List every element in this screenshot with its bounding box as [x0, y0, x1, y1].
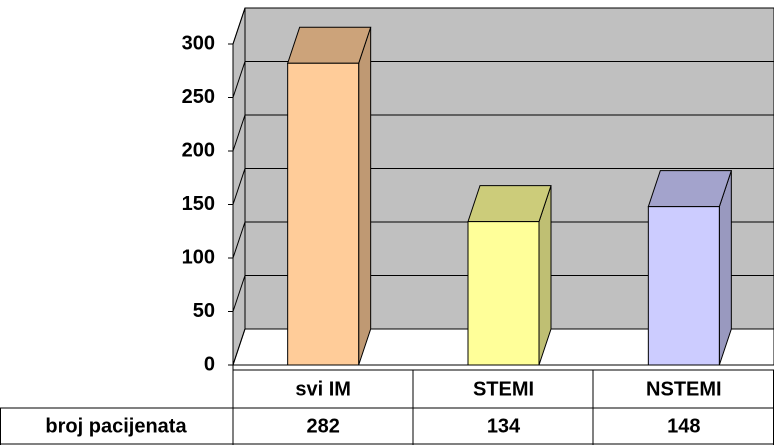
value-label: 134 — [487, 415, 521, 437]
series-name: broj pacijenata — [45, 415, 187, 437]
grid-line — [232, 7, 774, 45]
bar-top — [647, 170, 733, 208]
data-table: broj pacijenata svi IM 282 STEMI 134 NSTEMI 1… — [0, 365, 774, 445]
grid-line — [232, 61, 774, 98]
bar-front — [647, 206, 720, 366]
bar — [647, 170, 733, 366]
y-tick-label: 250 — [182, 86, 215, 108]
grid-line — [232, 168, 774, 205]
y-tick-label: 0 — [204, 353, 215, 375]
bars — [286, 26, 733, 366]
bar — [467, 185, 552, 366]
bar-top — [286, 26, 372, 64]
y-tick-label: 150 — [182, 193, 215, 215]
bar — [286, 26, 372, 366]
bar-side — [358, 27, 372, 366]
bar-front — [467, 221, 540, 366]
bar-front — [287, 62, 360, 366]
grid-line — [232, 114, 774, 152]
grid-line — [232, 328, 774, 366]
grid — [228, 7, 774, 366]
grid-line — [232, 275, 774, 312]
value-label: 148 — [667, 415, 700, 437]
category-label: STEMI — [473, 378, 534, 400]
value-label: 282 — [306, 415, 339, 437]
category-label: svi IM — [295, 378, 351, 400]
y-tick-label: 50 — [193, 300, 215, 322]
y-tick-label: 100 — [182, 246, 215, 268]
grid-line — [232, 221, 774, 259]
category-label: NSTEMI — [646, 378, 722, 400]
y-tick-label: 200 — [182, 139, 215, 161]
y-tick-label: 300 — [182, 32, 215, 54]
bar-top — [467, 185, 552, 223]
